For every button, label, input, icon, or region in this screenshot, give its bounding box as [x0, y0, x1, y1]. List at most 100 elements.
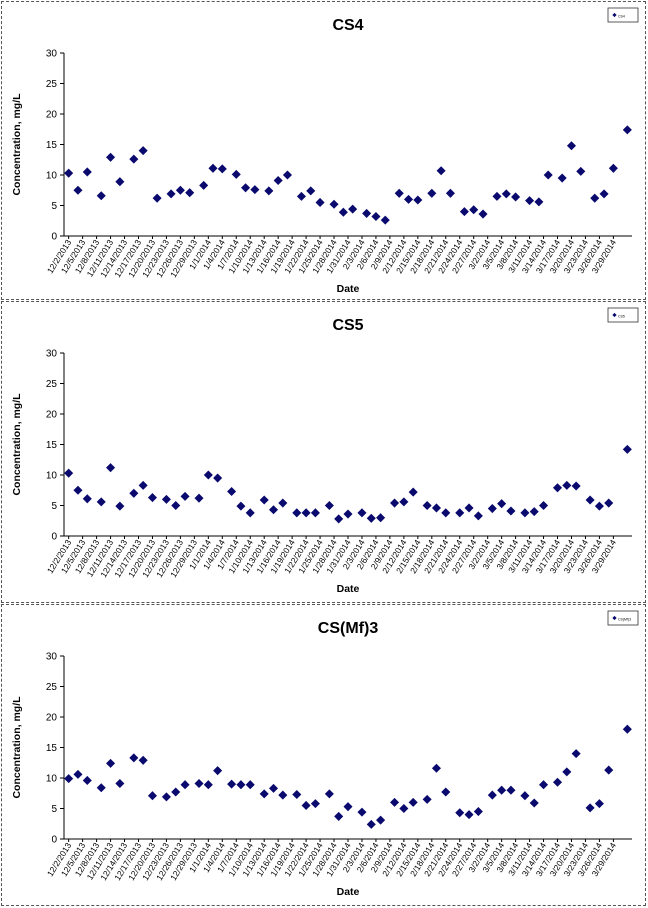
chart-cs5-point: [366, 513, 376, 523]
chart-cs4-point: [511, 192, 521, 202]
chart-cs4-point: [394, 188, 404, 198]
chart-csmf3-point: [497, 785, 507, 795]
chart-cs5-point: [594, 501, 604, 511]
chart-cs5-point: [213, 473, 223, 483]
chart-cs5-point: [464, 503, 474, 513]
chart-csmf3-point: [604, 765, 614, 775]
chart-cs5-point: [408, 487, 418, 497]
chart-cs4-point: [231, 169, 241, 179]
chart-csmf3-point: [431, 763, 441, 773]
chart-cs4-point: [557, 173, 567, 183]
chart-cs4-point: [403, 194, 414, 204]
chart-csmf3-y-tick-label: 10: [46, 774, 58, 785]
chart-csmf3-point: [622, 724, 632, 734]
chart-cs4-point: [115, 177, 125, 187]
chart-csmf3: CS(Mf)3 CS(Mf)3 0 5 10 15 20 25 30 Concentration,…: [11, 610, 639, 898]
chart-cs5-point: [171, 500, 181, 511]
chart-cs4-point: [608, 163, 618, 173]
chart-cs5-point: [115, 501, 125, 511]
chart-csmf3-point: [408, 797, 418, 807]
chart-cs4-point: [622, 125, 632, 135]
chart-csmf3-point: [227, 779, 237, 789]
chart-cs5-point: [334, 514, 344, 524]
chart-csmf3-point: [194, 778, 204, 789]
chart-cs5-y-tick-label: 0: [51, 532, 57, 543]
chart-cs4-title: CS4: [332, 17, 363, 34]
chart-cs5-point: [376, 513, 386, 523]
chart-cs4-point: [566, 141, 577, 151]
chart-cs4-point: [469, 205, 479, 215]
chart-csmf3-point: [529, 798, 539, 808]
chart-csmf3-point: [422, 794, 432, 804]
chart-cs5-legend-label: CS5: [618, 315, 625, 319]
chart-cs4-legend: CS4: [607, 7, 639, 23]
chart-csmf3-point: [455, 808, 465, 818]
chart-csmf3-point: [366, 819, 376, 829]
chart-cs5-point: [292, 508, 302, 518]
chart-cs4-point: [296, 191, 306, 201]
chart-cs5-point: [487, 504, 497, 514]
chart-cs5-point: [194, 493, 204, 503]
chart-csmf3-point: [334, 811, 344, 821]
chart-cs4-point: [208, 163, 218, 173]
chart-cs4-point: [459, 207, 469, 217]
chart-csmf3-point: [399, 803, 409, 814]
chart-cs5-point: [552, 483, 563, 493]
chart-cs5-point: [324, 500, 334, 511]
chart-cs4-point: [362, 208, 372, 218]
chart-cs4-y-tick-label: 5: [51, 201, 57, 212]
chart-csmf3-point: [310, 799, 320, 809]
chart-cs4-point: [273, 175, 283, 186]
chart-csmf3-point: [213, 766, 223, 776]
chart-csmf3-point: [268, 783, 279, 793]
chart-csmf3-point: [129, 753, 139, 763]
chart-cs4-point: [348, 204, 358, 214]
chart-cs4-point: [534, 197, 544, 207]
chart-cs4-point: [152, 193, 162, 203]
chart-cs5-legend: CS5: [607, 307, 639, 323]
chart-csmf3-point: [585, 803, 595, 813]
chart-csmf3-point: [292, 789, 302, 799]
chart-cs5-point: [343, 509, 353, 519]
chart-csmf3-point: [115, 778, 125, 789]
chart-cs5-point: [227, 486, 237, 496]
chart-csmf3-legend: CS(Mf)3: [607, 610, 639, 626]
chart-cs4-point: [543, 170, 553, 180]
chart-cs5-point: [64, 468, 74, 478]
chart-csmf3-y-tick-label: 5: [51, 804, 57, 815]
chart-csmf3-point: [390, 797, 400, 807]
chart-cs5-point: [497, 499, 507, 509]
chart-cs4-legend-label: CS4: [618, 15, 625, 19]
chart-cs5-point: [357, 508, 367, 518]
chart-cs4-point: [185, 188, 195, 198]
chart-csmf3-point: [571, 749, 581, 759]
chart-csmf3-point: [506, 785, 516, 795]
chart-csmf3-point: [64, 774, 74, 784]
chart-cs4-point: [501, 189, 511, 199]
chart-csmf3-point: [203, 780, 213, 790]
chart-csmf3-point: [161, 792, 171, 802]
chart-cs5-point: [431, 503, 441, 513]
chart-panel-cs5: CS5 CS5 0 5 10 15 20 25 30 Concentration, mg/L 12/…: [1, 301, 646, 603]
chart-cs5-point: [539, 500, 549, 511]
chart-cs4-y-tick-label: 20: [46, 110, 58, 121]
chart-cs4-point: [413, 195, 423, 205]
chart-cs4-y-tick-label: 10: [46, 171, 58, 182]
chart-csmf3-point: [441, 787, 451, 797]
chart-cs4-point: [166, 189, 176, 199]
chart-cs4-point: [138, 146, 148, 156]
chart-cs5-point: [268, 505, 279, 515]
chart-csmf3-point: [301, 800, 311, 810]
chart-cs4-point: [380, 215, 390, 225]
chart-cs4-point: [371, 211, 381, 222]
chart-cs5-point: [562, 480, 572, 490]
chart-csmf3-point: [106, 758, 116, 768]
chart-cs5-point: [180, 491, 190, 501]
chart-cs5-y-tick-label: 20: [46, 410, 58, 421]
chart-cs5-point: [236, 501, 246, 511]
chart-cs5-point: [441, 508, 451, 518]
chart-cs4-point: [82, 167, 92, 177]
chart-csmf3-point: [594, 799, 604, 809]
